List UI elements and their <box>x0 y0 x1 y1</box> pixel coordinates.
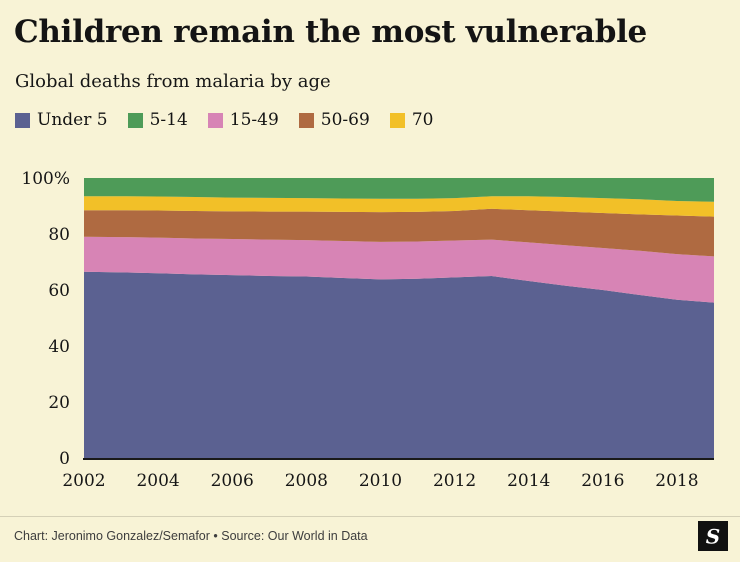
x-tick-label: 2012 <box>433 471 476 491</box>
x-tick-label: 2016 <box>581 471 624 491</box>
legend-swatch <box>207 112 223 128</box>
legend-item: 5-14 <box>127 110 188 130</box>
legend-swatch <box>389 112 405 128</box>
y-tick-label: 100% <box>21 169 70 189</box>
legend-item: 70 <box>389 110 434 130</box>
chart-legend: Under 5 5-14 15-49 50-69 70 <box>15 110 433 130</box>
y-tick-label: 0 <box>59 449 70 469</box>
page-title: Children remain the most vulnerable <box>14 14 647 50</box>
legend-item: Under 5 <box>15 110 108 130</box>
x-tick-label: 2018 <box>655 471 698 491</box>
legend-swatch <box>15 112 30 128</box>
legend-label: 50-69 <box>320 110 370 130</box>
x-tick-label: 2004 <box>136 471 179 491</box>
area-series-5-14 <box>84 178 714 202</box>
y-tick-label: 60 <box>48 281 70 301</box>
area-series-50-69 <box>84 208 714 257</box>
x-tick-label: 2014 <box>507 471 550 491</box>
x-tick-label: 2010 <box>359 471 402 491</box>
legend-label: 15-49 <box>229 110 279 130</box>
logo-letter: S <box>706 525 720 549</box>
area-series-70 <box>84 196 714 217</box>
legend-swatch <box>127 112 143 128</box>
y-tick-label: 80 <box>48 225 70 245</box>
y-tick-label: 20 <box>48 393 70 413</box>
x-tick-label: 2006 <box>211 471 254 491</box>
area-series-under-5 <box>84 271 714 458</box>
legend-label: Under 5 <box>37 110 108 130</box>
chart-subtitle: Global deaths from malaria by age <box>15 71 331 92</box>
legend-swatch <box>298 112 314 128</box>
x-tick-label: 2008 <box>285 471 328 491</box>
legend-item: 15-49 <box>207 110 279 130</box>
x-tick-label: 2002 <box>62 471 105 491</box>
footer-divider <box>0 516 740 517</box>
semafor-logo: S <box>698 521 728 551</box>
area-series-15-49 <box>84 236 714 303</box>
chart-credit: Chart: Jeronimo Gonzalez/Semafor • Sourc… <box>14 529 368 543</box>
logo-background <box>698 521 728 551</box>
y-tick-label: 40 <box>48 337 70 357</box>
legend-item: 50-69 <box>298 110 370 130</box>
legend-label: 70 <box>411 110 434 130</box>
legend-label: 5-14 <box>149 110 188 130</box>
